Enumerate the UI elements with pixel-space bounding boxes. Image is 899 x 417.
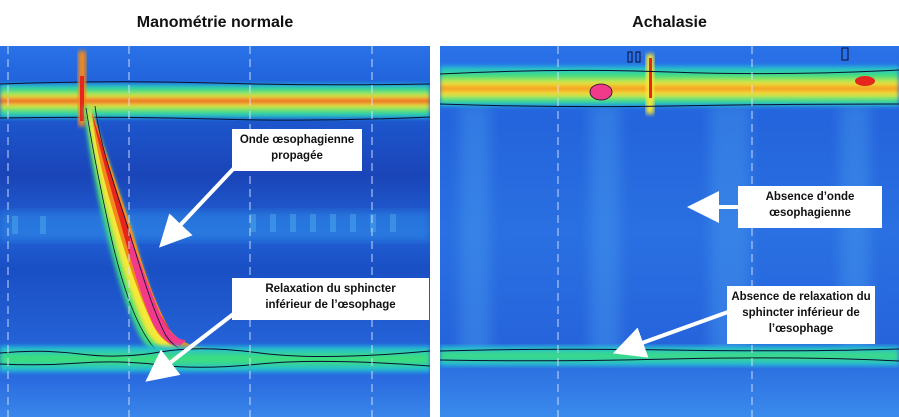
callout-absent-wave: Absence d’onde œsophagienne <box>738 186 882 228</box>
panel-title-normal: Manométrie normale <box>136 14 294 31</box>
panel-title-achalasia: Achalasie <box>632 14 707 31</box>
normal-manometry-plot <box>0 46 430 417</box>
callout-les-relaxation: Relaxation du sphincter inférieur de l’œ… <box>232 278 429 320</box>
callout-absent-les-relaxation: Absence de relaxation du sphincter infér… <box>727 286 875 344</box>
callout-propagated-wave: Onde œsophagienne propagée <box>232 129 362 171</box>
achalasia-manometry-plot <box>440 46 899 417</box>
